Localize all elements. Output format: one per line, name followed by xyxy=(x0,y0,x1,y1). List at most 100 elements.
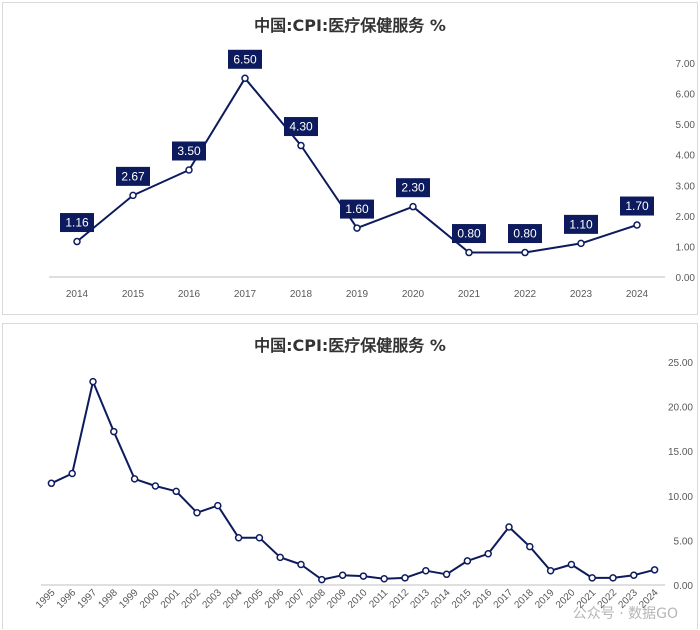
data-point xyxy=(353,224,361,232)
x-tick-label: 1999 xyxy=(117,587,141,611)
y-tick-label: 10.00 xyxy=(668,492,693,503)
data-point xyxy=(633,221,641,229)
data-label-box xyxy=(452,224,486,244)
data-point xyxy=(129,191,137,200)
chart-panel-recent: 中国:CPI:医疗保健服务 % 0.00 1.00 2.00 3.00 4.00 5.00… xyxy=(2,2,698,315)
data-label: 1.60 xyxy=(345,202,369,216)
data-point xyxy=(68,469,76,478)
data-point xyxy=(577,239,585,248)
data-point xyxy=(588,574,596,582)
x-tick-label: 2006 xyxy=(263,587,287,611)
x-tick-label: 2007 xyxy=(284,587,308,611)
x-tick-label: 2021 xyxy=(458,289,481,300)
data-point xyxy=(526,542,534,551)
y-tick-label: 4.00 xyxy=(676,151,696,162)
data-label-box xyxy=(60,213,94,233)
chart-history-svg: 0.00 5.00 10.00 15.00 20.00 25.00 199519961997… xyxy=(34,358,694,611)
data-point xyxy=(214,501,222,510)
data-point xyxy=(442,570,451,579)
data-point xyxy=(297,141,305,150)
data-label: 2.67 xyxy=(121,169,145,183)
x-tick-label: 2008 xyxy=(304,587,328,611)
y-tick-label: 0.00 xyxy=(674,581,694,592)
x-tick-label: 2022 xyxy=(514,289,537,300)
y-tick-label: 15.00 xyxy=(668,447,693,458)
data-point xyxy=(521,248,529,257)
y-tick-label: 2.00 xyxy=(676,212,696,223)
chart-panel-history: 中国:CPI:医疗保健服务 % 0.00 5.00 10.00 15.00 20.00 2… xyxy=(2,323,698,629)
x-tick-label: 1995 xyxy=(34,587,58,611)
chart-title-recent: 中国:CPI:医疗保健服务 % xyxy=(254,16,446,35)
x-tick-label: 2004 xyxy=(221,587,245,611)
data-label-box xyxy=(228,49,262,69)
x-tick-label: 2002 xyxy=(180,587,204,611)
data-label: 4.30 xyxy=(289,120,313,134)
x-tick-label: 2013 xyxy=(408,587,432,611)
data-label-box xyxy=(284,117,318,137)
data-point xyxy=(401,574,409,582)
x-tick-label: 2015 xyxy=(450,587,474,611)
x-tick-label: 1998 xyxy=(96,587,120,611)
x-tick-label: 2016 xyxy=(178,289,201,300)
data-point xyxy=(546,566,555,575)
data-point xyxy=(89,377,97,386)
y-tick-label: 5.00 xyxy=(674,536,694,547)
x-tick-label: 2016 xyxy=(471,587,495,611)
data-label-box xyxy=(396,178,430,198)
data-point xyxy=(359,572,368,580)
y-tick-label: 5.00 xyxy=(676,120,696,131)
x-tick-label: 2019 xyxy=(346,289,369,300)
x-tick-label: 2012 xyxy=(388,587,412,611)
data-label-box xyxy=(340,199,374,219)
x-tick-label: 2017 xyxy=(234,289,257,300)
x-tick-label: 2014 xyxy=(429,587,453,611)
data-point xyxy=(151,482,160,490)
data-point xyxy=(409,202,417,211)
data-label-box xyxy=(172,141,206,161)
data-label: 3.50 xyxy=(177,144,201,158)
data-point xyxy=(484,550,492,558)
data-label-box xyxy=(508,224,542,244)
data-point xyxy=(276,553,284,562)
y-tick-label: 3.00 xyxy=(676,181,696,192)
x-tick-label: 2009 xyxy=(325,587,349,611)
y-tick-label: 0.00 xyxy=(676,273,696,284)
x-tick-label: 2000 xyxy=(138,587,162,611)
data-label-box xyxy=(620,196,654,216)
data-point xyxy=(47,479,56,488)
data-point xyxy=(73,237,81,246)
y-tick-label: 25.00 xyxy=(668,358,693,369)
data-point xyxy=(380,575,388,583)
data-point xyxy=(567,560,576,569)
data-label: 1.10 xyxy=(569,217,593,231)
data-point xyxy=(185,166,193,174)
data-point xyxy=(130,475,139,483)
data-label: 6.50 xyxy=(233,52,257,66)
data-point xyxy=(505,523,513,531)
watermark: 公众号 · 数据GO xyxy=(572,606,678,622)
data-point xyxy=(609,574,617,582)
data-point xyxy=(422,566,430,575)
chart-recent-svg: 0.00 1.00 2.00 3.00 4.00 5.00 6.00 7.00 2014 2015… xyxy=(49,49,696,300)
data-point xyxy=(172,487,180,496)
x-tick-label: 2010 xyxy=(346,587,370,611)
y-tick-label: 20.00 xyxy=(668,403,693,414)
data-point xyxy=(463,557,472,565)
x-tick-label: 2015 xyxy=(122,289,145,300)
y-tick-label: 7.00 xyxy=(676,59,696,70)
data-point xyxy=(650,566,659,574)
x-tick-label: 2017 xyxy=(492,587,516,611)
data-point xyxy=(193,508,201,517)
x-tick-label: 2003 xyxy=(200,587,224,611)
data-point xyxy=(255,533,264,542)
y-tick-label: 6.00 xyxy=(676,90,696,101)
chart-title-history: 中国:CPI:医疗保健服务 % xyxy=(254,336,446,355)
x-tick-label: 2020 xyxy=(402,289,425,300)
data-point xyxy=(318,575,326,584)
data-point xyxy=(465,248,473,257)
x-tick-label: 2018 xyxy=(290,289,313,300)
data-label-box xyxy=(116,166,150,186)
data-point xyxy=(630,571,638,579)
data-label: 2.30 xyxy=(401,181,425,195)
x-tick-label: 2014 xyxy=(66,289,89,300)
